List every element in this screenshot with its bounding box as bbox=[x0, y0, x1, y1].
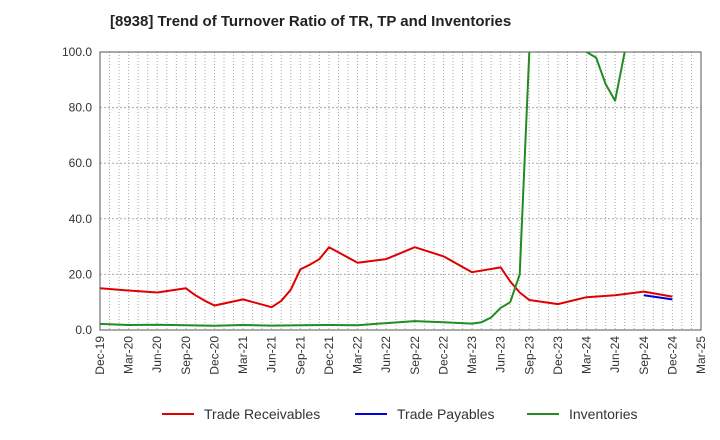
y-tick-label: 80.0 bbox=[69, 101, 93, 115]
x-tick-label: Dec-21 bbox=[322, 336, 336, 375]
x-tick-label: Mar-25 bbox=[694, 336, 708, 374]
series-layer bbox=[100, 52, 673, 327]
chart-title: [8938] Trend of Turnover Ratio of TR, TP… bbox=[110, 13, 512, 30]
x-tick-label: Sep-21 bbox=[293, 336, 307, 375]
x-tick-label: Dec-23 bbox=[551, 336, 565, 375]
x-tick-label: Dec-24 bbox=[665, 336, 679, 375]
y-tick-label: 20.0 bbox=[69, 267, 93, 281]
x-tick-label: Sep-22 bbox=[408, 336, 422, 375]
y-tick-label: 40.0 bbox=[69, 212, 93, 226]
x-tick-label: Mar-23 bbox=[465, 336, 479, 374]
x-axis: Dec-19 Mar-20 Jun-20 Sep-20 Dec-20 Mar-21 Jun-… bbox=[93, 336, 708, 375]
y-tick-label: 0.0 bbox=[75, 323, 92, 337]
grid bbox=[99, 52, 702, 330]
x-tick-label: Dec-20 bbox=[207, 336, 221, 375]
x-tick-label: Jun-23 bbox=[494, 336, 508, 373]
y-tick-label: 60.0 bbox=[69, 156, 93, 170]
legend-label: Inventories bbox=[569, 406, 637, 422]
x-tick-label: Mar-24 bbox=[580, 336, 594, 374]
x-tick-label: Sep-23 bbox=[522, 336, 536, 375]
x-tick-label: Sep-20 bbox=[179, 336, 193, 375]
legend-label: Trade Receivables bbox=[204, 406, 320, 422]
plot-area bbox=[100, 52, 701, 330]
x-tick-label: Dec-19 bbox=[93, 336, 107, 375]
y-axis: 0.0 20.0 40.0 60.0 80.0 100.0 bbox=[62, 45, 92, 337]
x-tick-label: Jun-20 bbox=[150, 336, 164, 373]
plot-border bbox=[99, 51, 702, 331]
legend-label: Trade Payables bbox=[397, 406, 495, 422]
legend: Trade Receivables Trade Payables Inventori… bbox=[162, 406, 637, 422]
series-line bbox=[643, 294, 673, 301]
x-tick-label: Mar-22 bbox=[351, 336, 365, 374]
series-line bbox=[100, 246, 673, 309]
x-tick-label: Jun-21 bbox=[265, 336, 279, 373]
x-tick-label: Dec-22 bbox=[436, 336, 450, 375]
x-tick-label: Jun-22 bbox=[379, 336, 393, 373]
x-tick-label: Mar-21 bbox=[236, 336, 250, 374]
x-tick-label: Sep-24 bbox=[637, 336, 651, 375]
y-tick-label: 100.0 bbox=[62, 45, 92, 59]
x-tick-label: Mar-20 bbox=[122, 336, 136, 374]
x-tick-label: Jun-24 bbox=[608, 336, 622, 373]
series-line bbox=[100, 52, 626, 327]
